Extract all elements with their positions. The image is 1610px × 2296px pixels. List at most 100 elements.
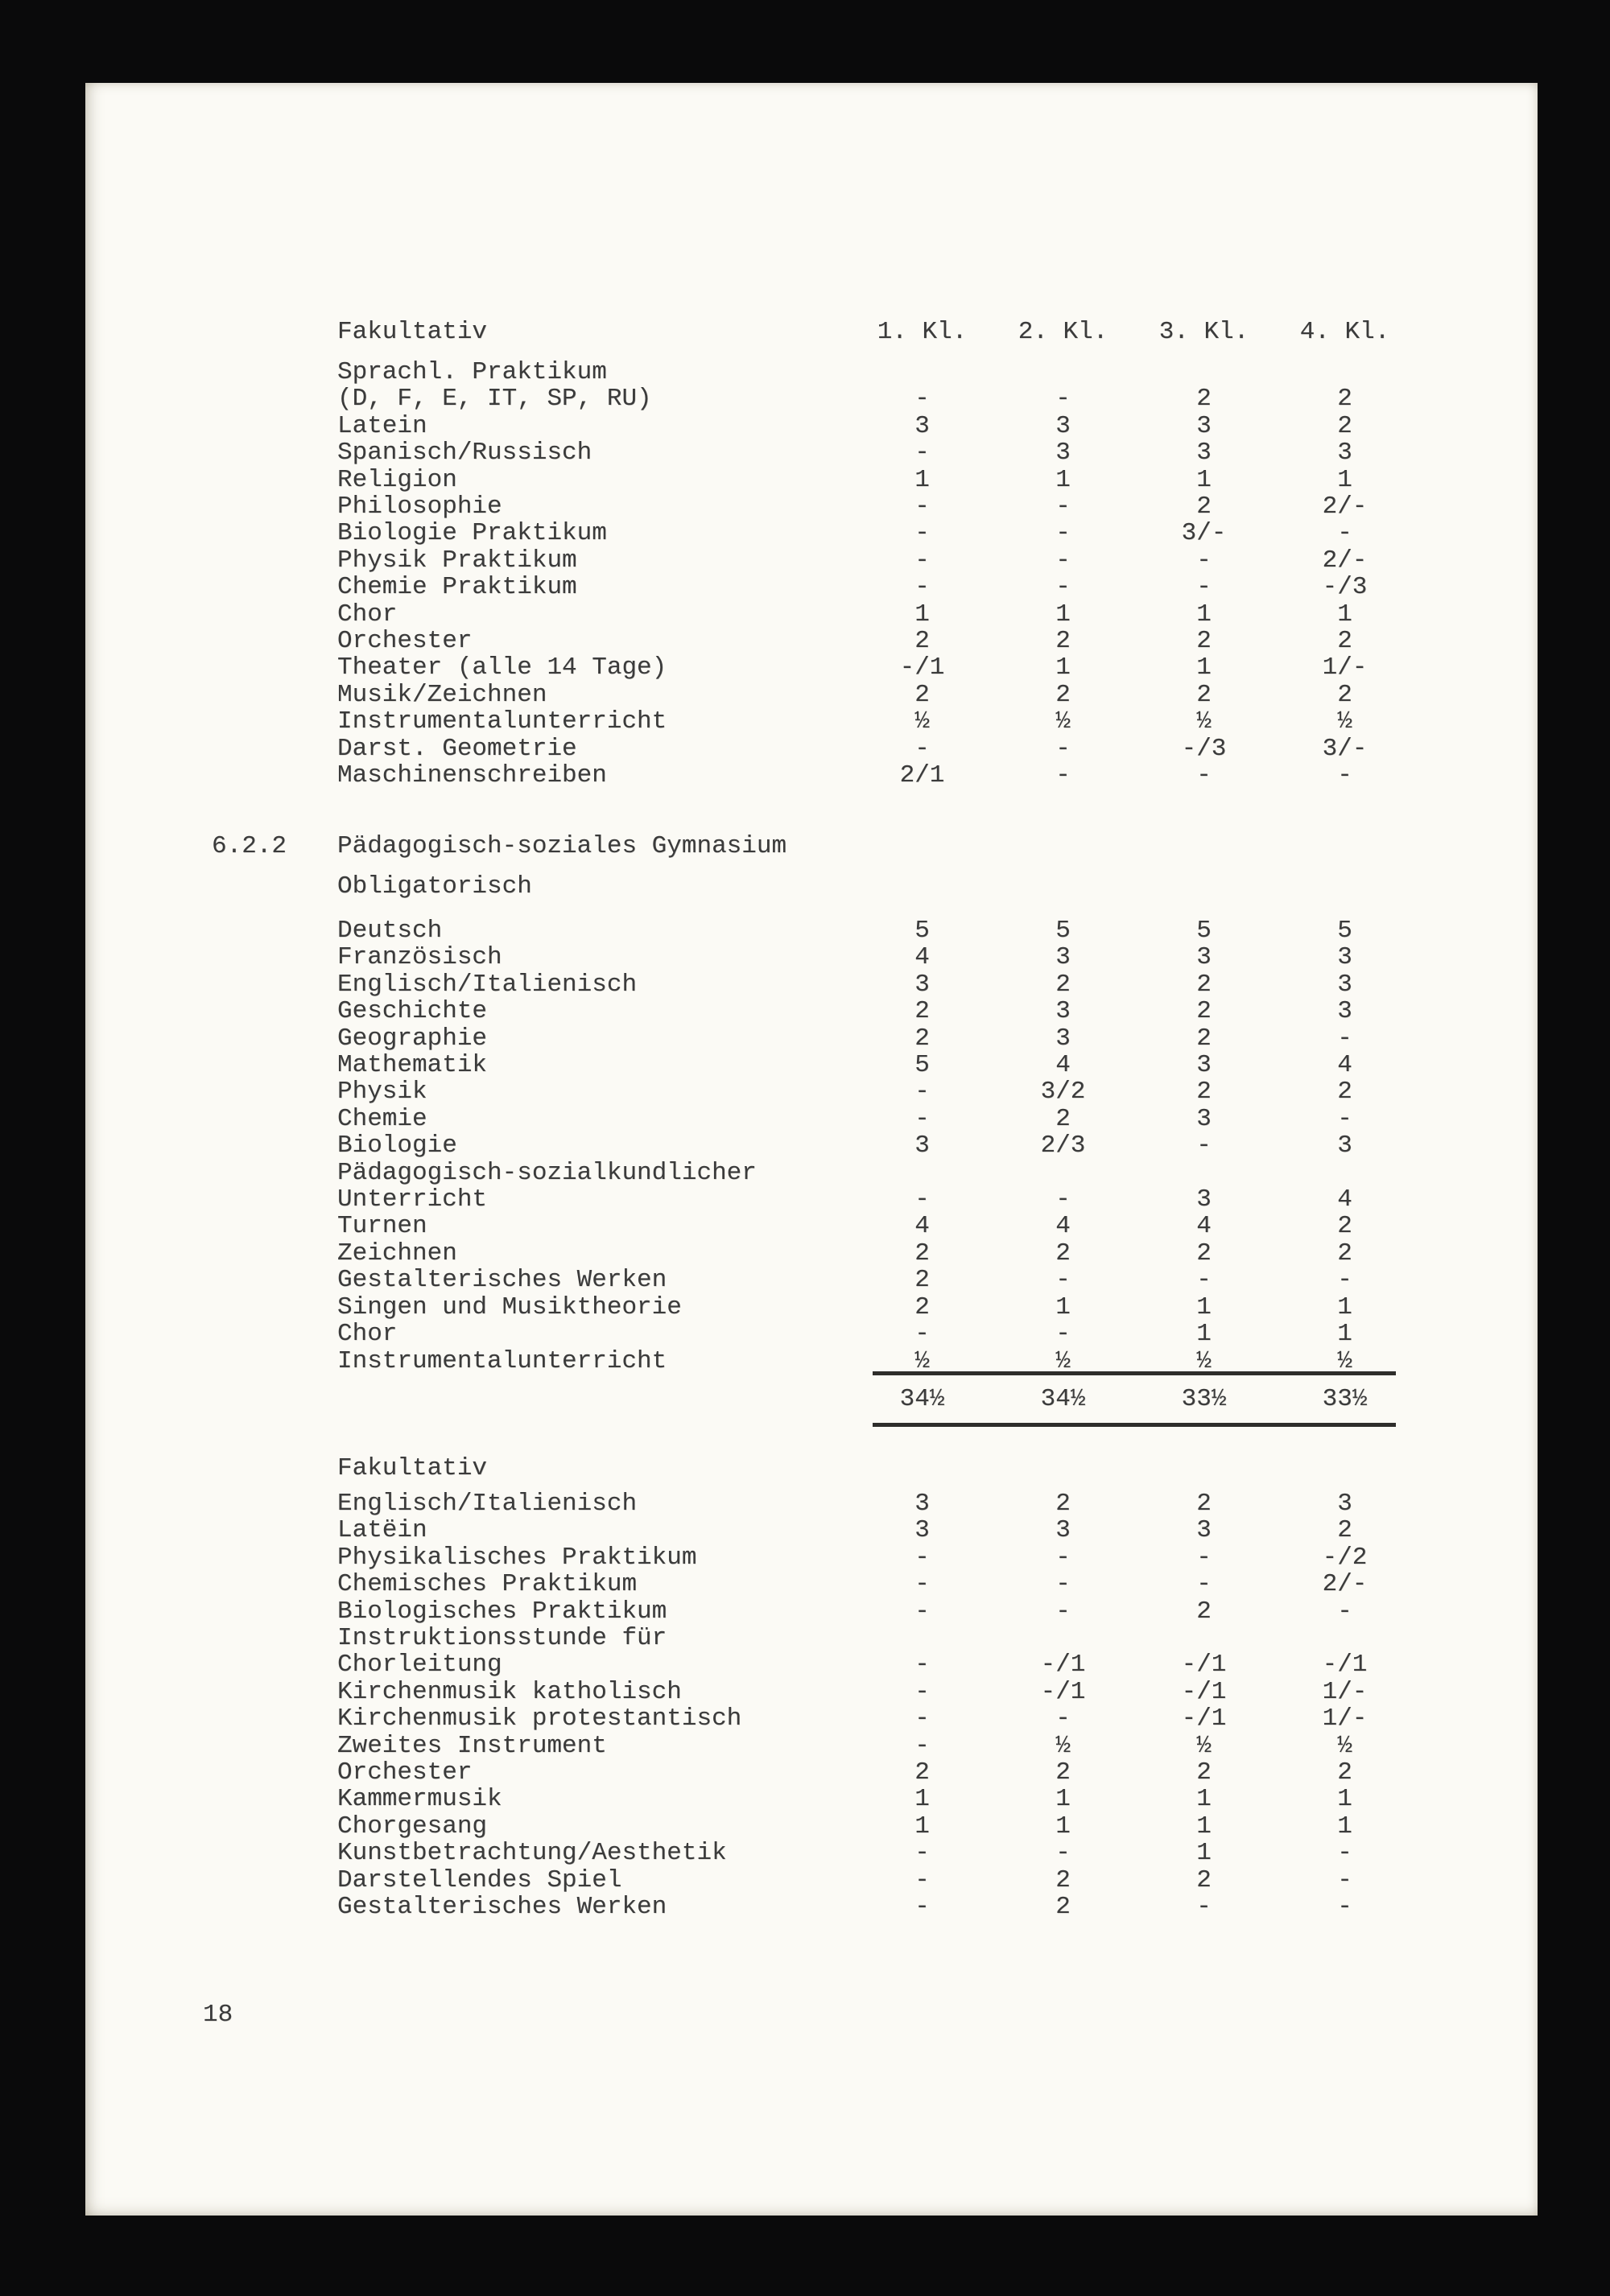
- row-label: Chemie Praktikum: [337, 573, 577, 602]
- cell-value: 1/-: [1322, 1704, 1368, 1733]
- cell-value: ½: [1055, 1346, 1071, 1375]
- cell-value: -/1: [899, 653, 945, 682]
- cell-value: 2: [1055, 1490, 1071, 1518]
- totals-spacer: [337, 1386, 852, 1412]
- cell-value: 1: [1196, 465, 1212, 494]
- table-row: Biologisches Praktikum - - 2 -: [337, 1597, 1415, 1625]
- table-row: Englisch/Italienisch 3 2 2 3: [337, 971, 1415, 998]
- table-row: Geschichte 2 3 2 3: [337, 997, 1415, 1026]
- cell-value: 4: [914, 1212, 930, 1241]
- cell-value: 1: [1055, 1292, 1071, 1321]
- cell-value: -: [1055, 1839, 1071, 1868]
- row-label: Latëin: [337, 1516, 427, 1545]
- cell-value: 2: [1196, 970, 1212, 999]
- cell-value: -: [1055, 1185, 1071, 1214]
- cell-value: 2/-: [1322, 1570, 1368, 1599]
- cell-value: 1: [1196, 600, 1212, 629]
- document-page: Fakultativ 1. Kl. 2. Kl. 3. Kl. 4. Kl. S…: [85, 83, 1538, 2216]
- cell-value: 1: [1196, 1812, 1212, 1841]
- cell-value: 3: [1196, 1051, 1212, 1080]
- table-row: Chemie Praktikum - - - -/3: [337, 573, 1415, 602]
- table-row: Geographie 2 3 2 -: [337, 1024, 1415, 1053]
- cell-value: 3: [1055, 1024, 1071, 1053]
- row-label: Darst. Geometrie: [337, 734, 577, 763]
- row-label: Instrumentalunterricht: [337, 1346, 667, 1375]
- cell-value: 1: [1055, 1812, 1071, 1841]
- cell-value: 2: [1055, 680, 1071, 709]
- table-row: Latëin 3 3 3 2: [337, 1517, 1415, 1544]
- section-subtitle: Obligatorisch: [337, 872, 532, 901]
- cell-value: 4: [1055, 1051, 1071, 1080]
- cell-value: ½: [1196, 1731, 1212, 1760]
- cell-value: 2: [1337, 680, 1352, 709]
- cell-value: 3: [914, 1516, 930, 1545]
- total-value: 33½: [1181, 1385, 1227, 1413]
- cell-value: -: [914, 439, 930, 468]
- cell-value: ½: [1055, 707, 1071, 736]
- cell-value: -: [914, 734, 930, 763]
- cell-value: 3: [1337, 1132, 1352, 1160]
- row-label: Sprachl. Praktikum: [337, 358, 607, 386]
- cell-value: -: [1055, 734, 1071, 763]
- table-row: Biologie 3 2/3 - 3: [337, 1132, 1415, 1160]
- cell-value: 2: [1196, 1024, 1212, 1053]
- row-label: Geschichte: [337, 997, 488, 1026]
- table-row: Deutsch 5 5 5 5: [337, 917, 1415, 945]
- cell-value: 2: [1196, 680, 1212, 709]
- cell-value: 1: [1055, 1785, 1071, 1814]
- table1-col-4: 4. Kl.: [1299, 318, 1390, 346]
- cell-value: 2: [1055, 1104, 1071, 1133]
- table-row: Instrumentalunterricht ½ ½ ½ ½: [337, 1346, 1415, 1375]
- total-value: 34½: [1040, 1385, 1086, 1413]
- cell-value: 5: [1196, 917, 1212, 945]
- table-row: Spanisch/Russisch - 3 3 3: [337, 439, 1415, 468]
- row-label: Kirchenmusik protestantisch: [337, 1704, 742, 1733]
- cell-value: -: [914, 1893, 930, 1922]
- cell-value: 5: [1055, 917, 1071, 945]
- row-label: Physik Praktikum: [337, 546, 577, 575]
- cell-value: 3: [914, 1132, 930, 1160]
- cell-value: [852, 1625, 993, 1651]
- table-row: Chemie - 2 3 -: [337, 1104, 1415, 1133]
- row-label: (D, F, E, IT, SP, RU): [337, 385, 652, 414]
- cell-value: 2: [1055, 627, 1071, 656]
- cell-value: ½: [1196, 707, 1212, 736]
- table-row: Musik/Zeichnen 2 2 2 2: [337, 680, 1415, 709]
- cell-value: -: [1196, 573, 1212, 602]
- cell-value: 3: [1196, 439, 1212, 468]
- cell-value: 1: [1337, 1292, 1352, 1321]
- table-row: Chor 1 1 1 1: [337, 600, 1415, 629]
- cell-value: -: [1196, 1132, 1212, 1160]
- cell-value: 2: [914, 997, 930, 1026]
- cell-value: -/1: [1040, 1677, 1086, 1706]
- cell-value: 3: [1055, 411, 1071, 440]
- row-label: Chorgesang: [337, 1812, 488, 1841]
- row-label: Philosophie: [337, 493, 502, 521]
- cell-value: 2: [1196, 385, 1212, 414]
- cell-value: -/1: [1040, 1651, 1086, 1680]
- cell-value: [1274, 359, 1415, 385]
- table-row: Kirchenmusik protestantisch - - -/1 1/-: [337, 1704, 1415, 1733]
- cell-value: 1: [914, 465, 930, 494]
- row-label: Physikalisches Praktikum: [337, 1543, 697, 1572]
- cell-value: 3: [914, 970, 930, 999]
- section-title: Pädagogisch-soziales Gymnasium: [337, 832, 787, 860]
- cell-value: 2: [1337, 411, 1352, 440]
- cell-value: 4: [1337, 1185, 1352, 1214]
- table-row: Gestalterisches Werken - 2 - -: [337, 1893, 1415, 1922]
- cell-value: 2: [914, 1292, 930, 1321]
- row-label: Turnen: [337, 1212, 427, 1241]
- cell-value: 1: [1196, 1785, 1212, 1814]
- totals-rule-bottom: [873, 1423, 1396, 1427]
- row-label: Deutsch: [337, 917, 443, 945]
- table-row: Orchester 2 2 2 2: [337, 627, 1415, 656]
- table-row: Sprachl. Praktikum: [337, 358, 1415, 386]
- cell-value: 4: [1196, 1212, 1212, 1241]
- cell-value: 5: [914, 917, 930, 945]
- cell-value: 2: [1196, 627, 1212, 656]
- section-number: 6.2.2: [212, 832, 287, 860]
- table1-header-row: Fakultativ 1. Kl. 2. Kl. 3. Kl. 4. Kl.: [337, 318, 1415, 346]
- cell-value: 1: [914, 1785, 930, 1814]
- table-row: Darstellendes Spiel - 2 2 -: [337, 1866, 1415, 1894]
